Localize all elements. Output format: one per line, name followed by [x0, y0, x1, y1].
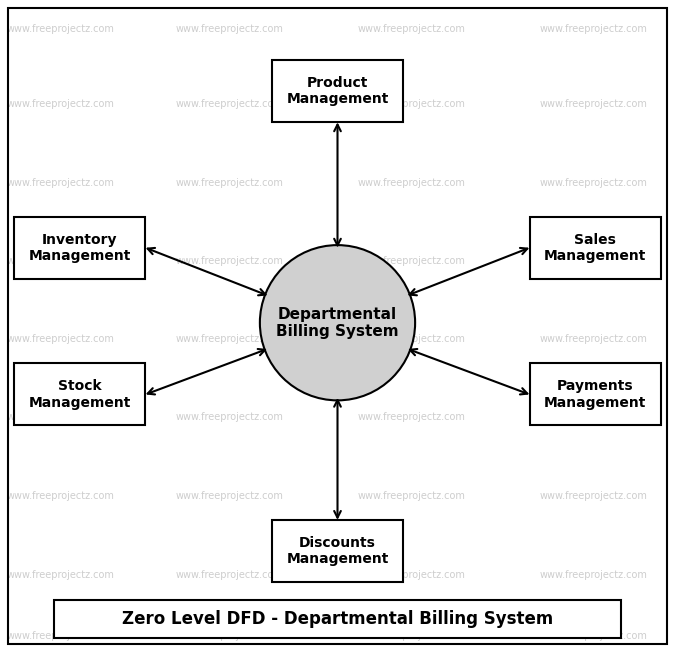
Text: www.freeprojectz.com: www.freeprojectz.com: [358, 490, 466, 501]
Text: Discounts
Management: Discounts Management: [286, 536, 389, 566]
Text: www.freeprojectz.com: www.freeprojectz.com: [540, 412, 648, 422]
Text: www.freeprojectz.com: www.freeprojectz.com: [7, 334, 115, 344]
Bar: [14, 364, 146, 425]
Text: www.freeprojectz.com: www.freeprojectz.com: [176, 412, 284, 422]
Text: www.freeprojectz.com: www.freeprojectz.com: [540, 630, 648, 641]
Text: www.freeprojectz.com: www.freeprojectz.com: [358, 177, 466, 188]
Bar: [529, 364, 662, 425]
Text: www.freeprojectz.com: www.freeprojectz.com: [7, 256, 115, 266]
Text: www.freeprojectz.com: www.freeprojectz.com: [7, 24, 115, 35]
Bar: [529, 216, 662, 279]
Text: www.freeprojectz.com: www.freeprojectz.com: [358, 412, 466, 422]
Text: www.freeprojectz.com: www.freeprojectz.com: [540, 570, 648, 580]
Ellipse shape: [260, 245, 415, 400]
Text: www.freeprojectz.com: www.freeprojectz.com: [7, 177, 115, 188]
Bar: [14, 216, 146, 279]
Bar: [271, 520, 403, 582]
Bar: [54, 600, 621, 638]
Text: www.freeprojectz.com: www.freeprojectz.com: [358, 256, 466, 266]
Text: Inventory
Management: Inventory Management: [28, 233, 131, 263]
Text: www.freeprojectz.com: www.freeprojectz.com: [358, 570, 466, 580]
Text: Zero Level DFD - Departmental Billing System: Zero Level DFD - Departmental Billing Sy…: [122, 610, 553, 629]
Text: www.freeprojectz.com: www.freeprojectz.com: [358, 24, 466, 35]
Text: www.freeprojectz.com: www.freeprojectz.com: [540, 490, 648, 501]
Text: www.freeprojectz.com: www.freeprojectz.com: [540, 177, 648, 188]
Text: www.freeprojectz.com: www.freeprojectz.com: [176, 570, 284, 580]
Text: www.freeprojectz.com: www.freeprojectz.com: [176, 24, 284, 35]
Bar: [271, 61, 403, 123]
Text: www.freeprojectz.com: www.freeprojectz.com: [358, 334, 466, 344]
Text: www.freeprojectz.com: www.freeprojectz.com: [7, 99, 115, 110]
Text: www.freeprojectz.com: www.freeprojectz.com: [540, 334, 648, 344]
Text: www.freeprojectz.com: www.freeprojectz.com: [176, 99, 284, 110]
Text: www.freeprojectz.com: www.freeprojectz.com: [176, 334, 284, 344]
Text: www.freeprojectz.com: www.freeprojectz.com: [176, 630, 284, 641]
Text: www.freeprojectz.com: www.freeprojectz.com: [358, 630, 466, 641]
Text: www.freeprojectz.com: www.freeprojectz.com: [358, 99, 466, 110]
Text: www.freeprojectz.com: www.freeprojectz.com: [7, 630, 115, 641]
Text: www.freeprojectz.com: www.freeprojectz.com: [7, 412, 115, 422]
Text: Sales
Management: Sales Management: [544, 233, 647, 263]
Text: www.freeprojectz.com: www.freeprojectz.com: [7, 490, 115, 501]
Text: www.freeprojectz.com: www.freeprojectz.com: [540, 256, 648, 266]
Text: www.freeprojectz.com: www.freeprojectz.com: [540, 99, 648, 110]
Text: www.freeprojectz.com: www.freeprojectz.com: [176, 256, 284, 266]
Text: Payments
Management: Payments Management: [544, 379, 647, 409]
Text: www.freeprojectz.com: www.freeprojectz.com: [540, 24, 648, 35]
Text: Product
Management: Product Management: [286, 76, 389, 106]
Text: Stock
Management: Stock Management: [28, 379, 131, 409]
Text: www.freeprojectz.com: www.freeprojectz.com: [7, 570, 115, 580]
Text: www.freeprojectz.com: www.freeprojectz.com: [176, 490, 284, 501]
Text: www.freeprojectz.com: www.freeprojectz.com: [176, 177, 284, 188]
Text: Departmental
Billing System: Departmental Billing System: [276, 306, 399, 339]
